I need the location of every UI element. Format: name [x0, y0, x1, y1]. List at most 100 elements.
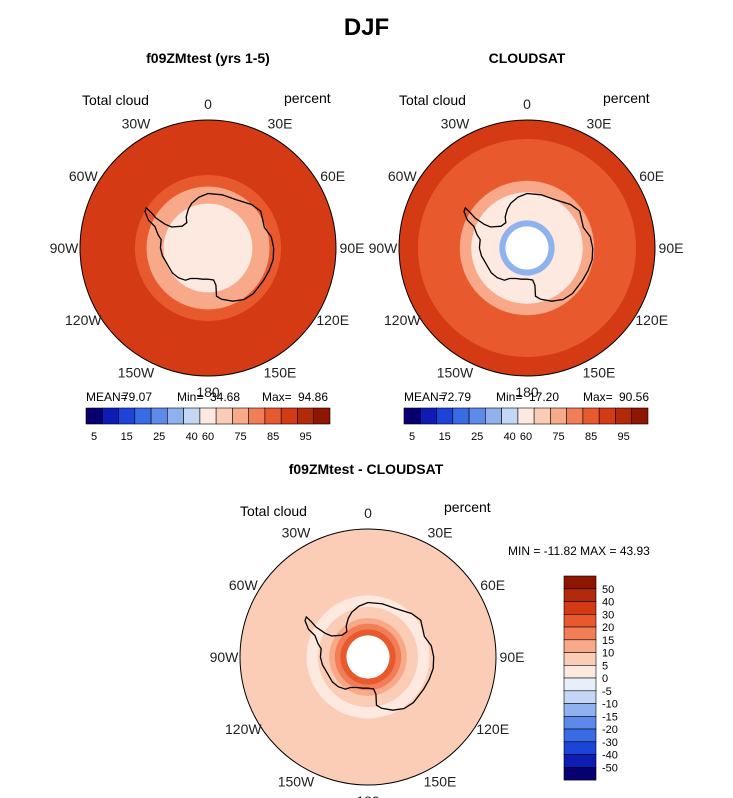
panel-1-mean-value: 79.07 [122, 390, 153, 404]
p3-field-ring [334, 623, 402, 691]
p1-field-ring [202, 242, 214, 254]
p3-lon-label: 150W [278, 774, 315, 790]
p1-field-ring [191, 231, 225, 265]
p1-map-border [79, 119, 337, 377]
p1-lon-label: 150W [118, 365, 155, 381]
p2-field-ring [424, 145, 630, 351]
p3-lon-label: 30E [428, 524, 453, 540]
p2-field-ring [399, 120, 655, 376]
p2-colorbar-swatch [615, 407, 633, 425]
p3-field-ring [317, 606, 419, 708]
p1-colorbar-swatch [134, 407, 152, 425]
p2-lon-label: 120W [384, 312, 421, 328]
p2-colorbar-swatch [533, 407, 551, 425]
p3-colorbar-tick-label: 50 [602, 584, 614, 596]
p2-colorbar-swatch [582, 407, 600, 425]
p1-lon-label: 30E [268, 115, 293, 131]
p3-colorbar-tick-label: 5 [602, 660, 608, 672]
p3-field-ring [312, 601, 424, 713]
panel-2-mean-label: MEAN= [404, 390, 446, 404]
p3-colorbar-tick-label: -15 [602, 711, 618, 723]
panel-1-left-label: Total cloud [82, 92, 149, 108]
p3-field-ring [356, 645, 380, 669]
p1-field-ring [174, 214, 242, 282]
p2-field-ring [405, 126, 649, 370]
p2-field-ring [430, 151, 624, 345]
p2-field-ring [453, 174, 601, 322]
p2-field-ring [499, 220, 555, 276]
p2-colorbar-tick-label: 40 [504, 431, 516, 443]
p2-field-ring [482, 203, 572, 293]
p1-field-ring [180, 220, 236, 276]
p3-field-ring [258, 547, 478, 767]
panel-1-mean-label: MEAN= [86, 390, 128, 404]
p2-lon-label: 30W [441, 115, 471, 131]
p2-field-ring [476, 197, 578, 299]
p3-field-ring [246, 535, 490, 779]
p2-field-ring [515, 236, 539, 260]
p1-colorbar-swatch [232, 407, 249, 425]
p1-field-ring [80, 120, 336, 376]
p3-field-ring [252, 541, 484, 773]
p1-colorbar-swatch [118, 407, 136, 425]
p1-field-ring [185, 225, 231, 271]
p3-colorbar-tick-label: -5 [602, 686, 612, 698]
p3-field-ring [306, 595, 430, 719]
p3-lon-label: 120E [476, 721, 509, 737]
p3-lon-label: 120W [225, 721, 262, 737]
p2-lon-label: 90E [659, 240, 684, 256]
p1-field-ring [105, 145, 311, 351]
p3-colorbar-swatch [563, 613, 597, 628]
p3-lon-label: 60E [480, 577, 505, 593]
p1-field-ring [152, 192, 264, 304]
p2-colorbar-tick-label: 60 [520, 431, 532, 443]
p2-field-ring [459, 180, 595, 316]
p2-colorbar-swatch [501, 407, 519, 425]
p2-map-border [398, 119, 656, 377]
p3-field-ring [351, 640, 385, 674]
p3-colorbar-tick-label: -30 [602, 737, 618, 749]
p3-field-ring [345, 634, 391, 680]
p3-colorbar-tick-label: 10 [602, 648, 614, 660]
p3-colorbar-swatch [563, 703, 597, 717]
p3-lon-label: 90W [210, 649, 240, 665]
p3-colorbar-swatch [563, 601, 597, 615]
p2-colorbar-swatch [550, 407, 568, 425]
p3-colorbar-swatch [563, 626, 597, 641]
panel-2-right-label: percent [603, 90, 650, 106]
p3-colorbar-swatch [563, 588, 597, 602]
p3-field-ring [323, 612, 413, 702]
p2-colorbar-swatch [436, 407, 454, 425]
p2-lon-label: 30E [587, 115, 612, 131]
p3-field-ring [277, 566, 459, 748]
p1-field-ring [123, 163, 293, 333]
p1-colorbar-tick-label: 5 [91, 431, 97, 443]
p3-colorbar-swatch [563, 677, 597, 692]
p1-lon-label: 90W [50, 240, 80, 256]
p2-field-ring [411, 132, 643, 364]
p1-lon-label: 0 [204, 96, 212, 112]
p2-colorbar-tick-label: 95 [617, 431, 629, 443]
p3-field-ring [362, 651, 374, 663]
p3-colorbar-tick-label: -40 [602, 750, 618, 762]
p3-colorbar-tick-label: 0 [602, 673, 608, 685]
p1-lon-label: 90E [340, 240, 365, 256]
p1-colorbar-tick-label: 60 [202, 431, 214, 443]
p1-lon-label: 150E [264, 365, 297, 381]
p3-lon-label: 90E [500, 649, 525, 665]
figure-title: DJF [343, 14, 390, 41]
p1-colorbar-swatch [199, 407, 217, 425]
p2-colorbar-swatch [598, 407, 616, 425]
p2-field-ring [442, 163, 612, 333]
p2-field-ring [510, 231, 544, 265]
panel-2-min-value: 17.20 [529, 390, 560, 404]
p1-lon-label: 30W [122, 115, 152, 131]
p3-map-border [239, 528, 497, 786]
p3-colorbar-tick-label: -50 [602, 762, 618, 774]
p1-field-ring [146, 186, 270, 310]
p1-colorbar-swatch [102, 407, 119, 425]
p3-field-ring [265, 554, 471, 760]
p2-lon-label: 90W [369, 240, 399, 256]
panel-1-min-label: Min= [177, 390, 204, 404]
p1-colorbar-swatch [264, 407, 282, 425]
